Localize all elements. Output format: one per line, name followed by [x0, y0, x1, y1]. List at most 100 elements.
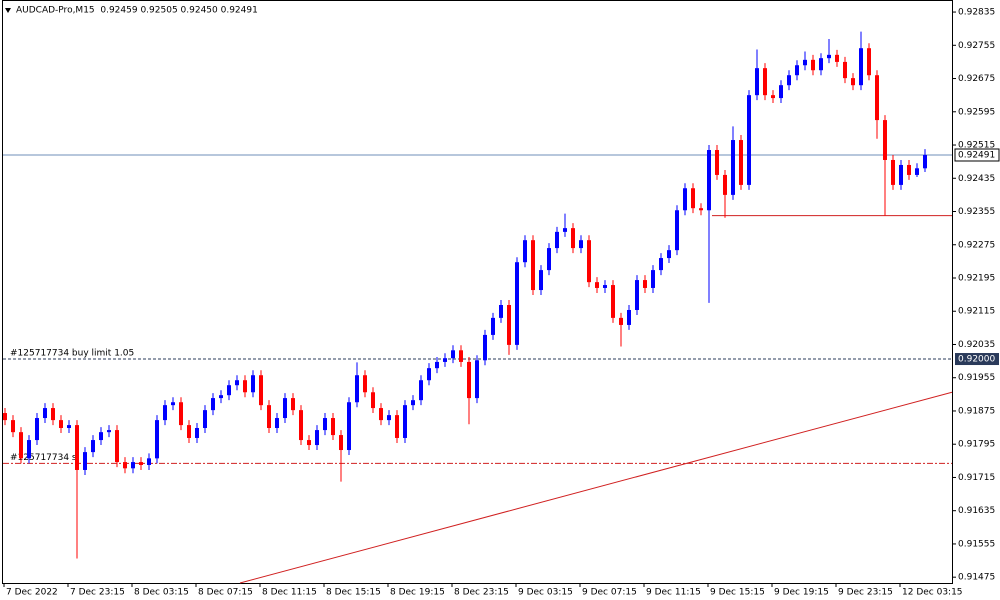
y-tick-label: 0.92515 [958, 141, 995, 151]
candle-body [443, 358, 447, 362]
candle-body [619, 317, 623, 325]
x-tick-label: 9 Dec 03:15 [518, 588, 573, 598]
x-tick-label: 8 Dec 07:15 [198, 588, 253, 598]
candle-body [627, 309, 631, 325]
candle-body [331, 418, 335, 436]
candle-body [579, 240, 583, 249]
candle-body [875, 75, 879, 121]
candle-body [571, 228, 575, 249]
candle-body [795, 65, 799, 76]
candle-body [59, 420, 63, 429]
candle-body [851, 78, 855, 86]
candle-body [427, 368, 431, 381]
candle-body [163, 405, 167, 421]
candle-body [755, 68, 759, 96]
y-tick-label: 0.91875 [958, 406, 995, 416]
candle-body [43, 408, 47, 419]
candle-body [803, 59, 807, 66]
candle-body [107, 430, 111, 433]
candle-body [195, 428, 199, 438]
y-tick-label: 0.91715 [958, 473, 995, 483]
x-tick-label: 9 Dec 11:15 [646, 588, 701, 598]
candle-body [523, 240, 527, 263]
candle-body [139, 462, 143, 465]
candle-body [3, 413, 7, 421]
x-tick-label: 7 Dec 2022 [6, 588, 58, 598]
candle-body [547, 248, 551, 271]
sl-line-label: #125717734 sl [10, 453, 79, 463]
candle-body [787, 75, 791, 86]
candle-body [915, 168, 919, 175]
candle-body [563, 228, 567, 232]
candle-body [595, 282, 599, 288]
candle-body [515, 262, 519, 345]
candle-body [883, 120, 887, 160]
candle-body [867, 48, 871, 76]
candle-body [827, 54, 831, 59]
candle-body [211, 398, 215, 411]
candle-body [483, 334, 487, 361]
candle-body [811, 59, 815, 71]
y-tick-label: 0.92675 [958, 74, 995, 84]
candle-body [179, 402, 183, 426]
candle-body [131, 462, 135, 469]
candle-body [187, 425, 191, 438]
candle-body [707, 150, 711, 211]
candle-body [35, 418, 39, 441]
candle-body [123, 462, 127, 469]
candle-body [699, 208, 703, 211]
candle-body [643, 280, 647, 288]
candle-body [51, 408, 55, 421]
order-tag-label: 0.92000 [958, 355, 995, 365]
candle-body [91, 440, 95, 453]
candle-body [739, 140, 743, 185]
y-tick-label: 0.91635 [958, 506, 995, 516]
x-tick-label: 9 Dec 23:15 [838, 588, 893, 598]
x-tick-label: 8 Dec 15:15 [326, 588, 381, 598]
candle-body [779, 85, 783, 99]
candle-body [275, 418, 279, 429]
collapse-arrow[interactable] [5, 8, 11, 13]
candle-body [227, 385, 231, 396]
x-tick-label: 9 Dec 19:15 [774, 588, 829, 598]
candle-body [435, 361, 439, 369]
y-tick-label: 0.92115 [958, 307, 995, 317]
chart-title: AUDCAD-Pro,M15 0.92459 0.92505 0.92450 0… [16, 6, 258, 16]
y-tick-label: 0.91955 [958, 373, 995, 383]
candle-body [459, 350, 463, 362]
candle-body [835, 54, 839, 62]
candle-body [683, 188, 687, 211]
candle-body [899, 164, 903, 185]
candle-body [315, 430, 319, 446]
x-tick-label: 8 Dec 23:15 [454, 588, 509, 598]
candle-body [19, 432, 23, 459]
candle-body [891, 159, 895, 185]
bid-tag-label: 0.92491 [958, 150, 995, 160]
candle-body [491, 317, 495, 335]
candle-body [451, 350, 455, 359]
candle-body [379, 408, 383, 421]
candle-body [475, 360, 479, 399]
candle-body [203, 410, 207, 429]
candle-body [403, 405, 407, 438]
candle-body [467, 361, 471, 399]
order-line-label: #125717734 buy limit 1.05 [10, 349, 134, 359]
candle-body [555, 231, 559, 249]
candle-body [731, 140, 735, 195]
candle-body [243, 380, 247, 393]
candle-body [411, 400, 415, 406]
candle-body [259, 375, 263, 406]
x-tick-label: 7 Dec 23:15 [70, 588, 125, 598]
candle-body [923, 154, 927, 169]
candle-body [307, 440, 311, 446]
y-tick-label: 0.92835 [958, 8, 995, 18]
candle-body [763, 68, 767, 96]
x-tick-label: 8 Dec 19:15 [390, 588, 445, 598]
candle-body [99, 432, 103, 441]
candle-body [75, 425, 79, 470]
y-tick-label: 0.92595 [958, 107, 995, 117]
candle-body [371, 392, 375, 409]
candle-body [771, 95, 775, 99]
candle-body [691, 188, 695, 209]
y-tick-label: 0.91475 [958, 573, 995, 583]
